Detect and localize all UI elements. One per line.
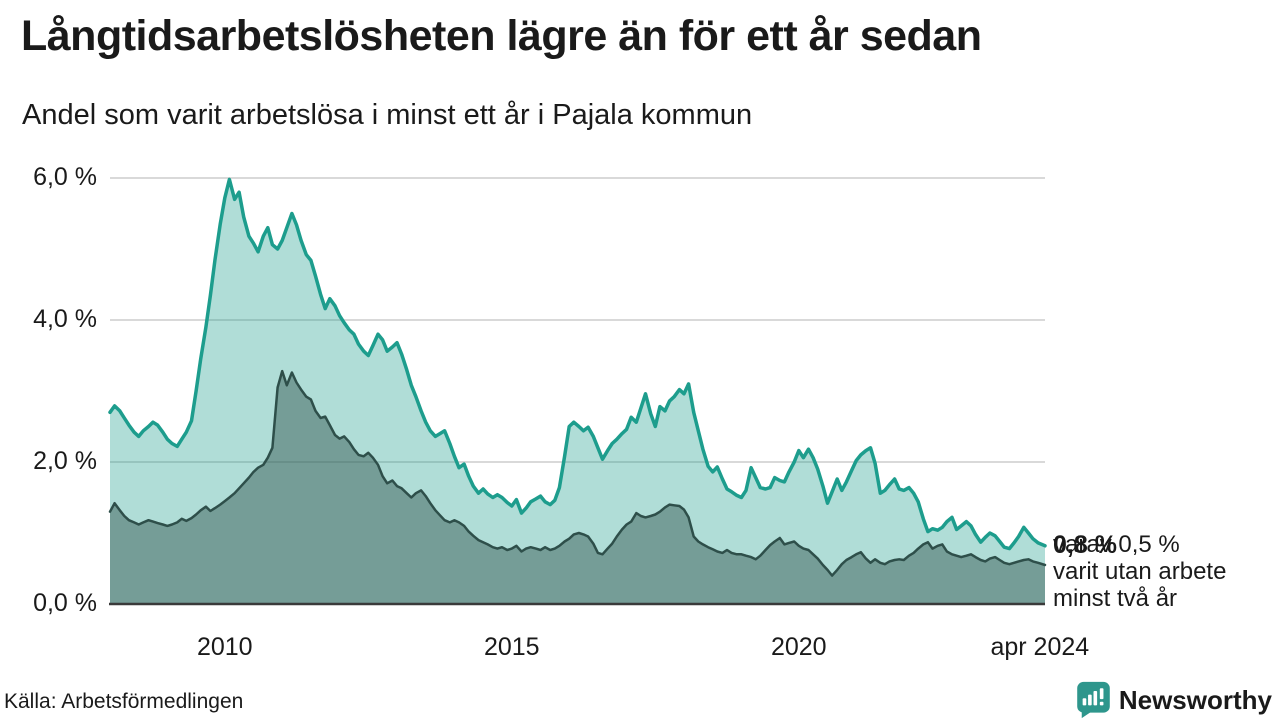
- x-tick-label-2020: 2020: [770, 633, 827, 661]
- y-tick-label-4: 4,0 %: [33, 304, 97, 333]
- y-tick-label-0: 0,0 %: [33, 588, 97, 617]
- line-series-1: [108, 369, 1047, 577]
- x-tick-label-apr-2024: apr 2024: [990, 633, 1090, 661]
- x-tick-label-2015: 2015: [483, 633, 540, 661]
- area-series-1: [110, 371, 1045, 604]
- newsworthy-logo: Newsworthy: [1075, 681, 1272, 719]
- line-series-0: [108, 177, 1047, 551]
- x-axis: 2010 2015 2020 apr 2024: [0, 633, 1280, 667]
- source-note: Källa: Arbetsförmedlingen: [4, 690, 244, 713]
- page-subtitle: Andel som varit arbetslösa i minst ett å…: [22, 99, 753, 131]
- bar-chart-speech-bubble-icon: [1077, 681, 1110, 719]
- page-title: Långtidsarbetslösheten lägre än för ett …: [21, 12, 982, 60]
- area-series-0: [110, 179, 1045, 604]
- y-tick-label-6: 6,0 %: [33, 162, 97, 191]
- latest-value-label: 0,8 %: [1053, 531, 1117, 559]
- brand-name: Newsworthy: [1118, 684, 1272, 715]
- x-tick-label-2010: 2010: [196, 633, 253, 661]
- y-tick-label-2: 2,0 %: [33, 446, 97, 475]
- y-axis: 0,0 % 2,0 % 4,0 % 6,0 %: [0, 0, 97, 720]
- secondary-series-label: varav 0,5 % varit utan arbete minst två …: [1053, 531, 1227, 612]
